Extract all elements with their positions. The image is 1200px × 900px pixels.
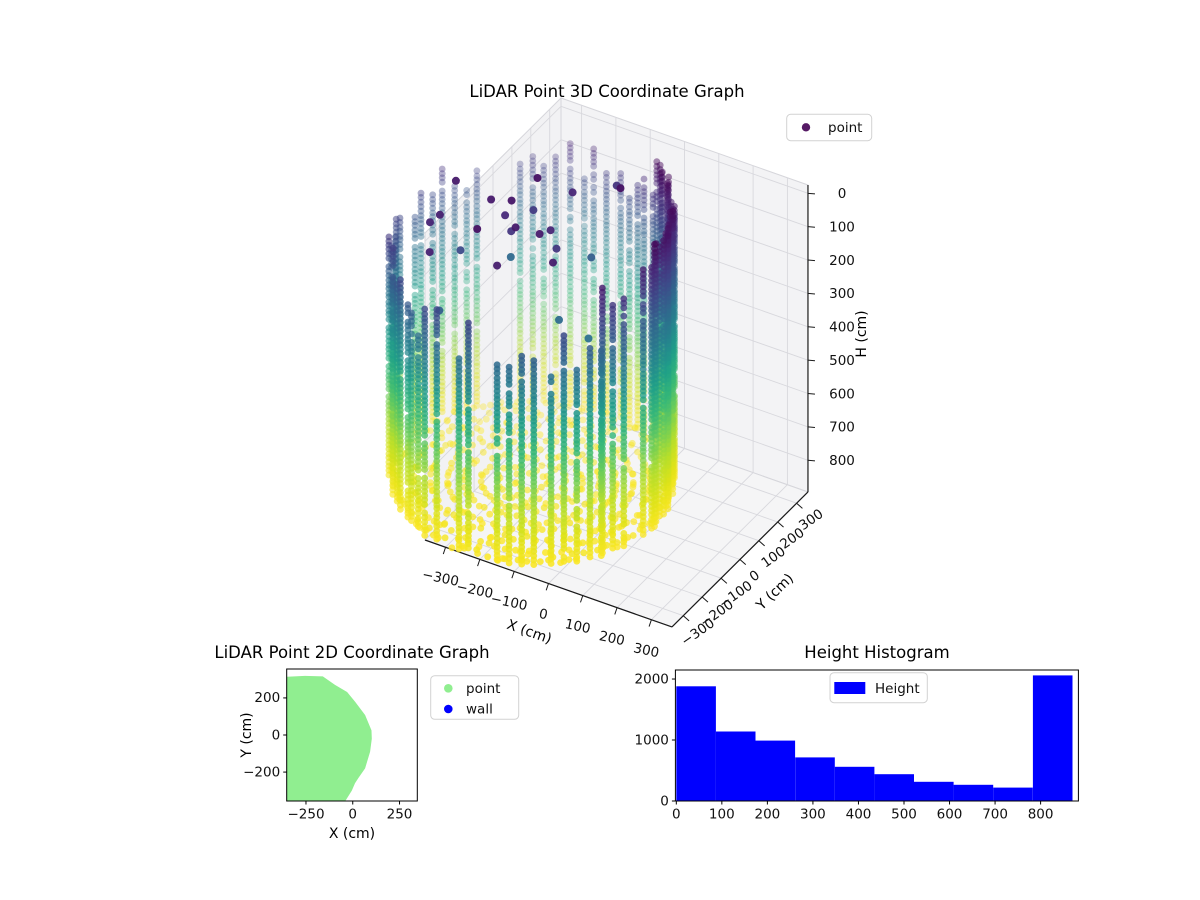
svg-text:400: 400 [846,807,872,823]
svg-text:200: 200 [829,253,855,269]
svg-text:0: 0 [838,186,847,202]
svg-text:−200: −200 [243,764,280,780]
plot2d-ylabel: Y (cm) [239,712,255,758]
svg-text:−250: −250 [287,807,324,823]
plot2d-legend-label-wall: wall [466,702,493,718]
svg-text:200: 200 [254,690,280,706]
svg-text:200: 200 [598,628,627,649]
histogram-legend: Height [829,672,928,704]
svg-text:800: 800 [1028,807,1054,823]
svg-text:500: 500 [829,353,855,369]
plot2d-title: LiDAR Point 2D Coordinate Graph [214,643,489,662]
histogram-title: Height Histogram [804,643,949,662]
svg-text:0: 0 [660,793,669,809]
svg-text:250: 250 [387,807,413,823]
svg-text:0: 0 [672,807,681,823]
plot2d-point-region [286,675,372,801]
svg-text:400: 400 [829,320,855,336]
svg-text:300: 300 [800,807,826,823]
histogram-legend-label: Height [875,681,920,697]
svg-text:600: 600 [937,807,963,823]
wall-marker-icon [444,704,453,714]
svg-text:100: 100 [829,220,855,236]
svg-text:700: 700 [829,420,855,436]
svg-text:2000: 2000 [635,671,669,687]
svg-text:100: 100 [709,807,735,823]
svg-text:100: 100 [563,616,592,637]
plot2d-legend-box [430,675,520,720]
svg-text:700: 700 [982,807,1008,823]
plot3d-legend: point [786,113,873,142]
svg-text:−200: −200 [455,579,495,602]
svg-text:500: 500 [891,807,917,823]
svg-text:300: 300 [829,286,855,302]
plot3d-legend-box [786,113,873,142]
point-marker-icon [444,684,453,693]
plot2d-axes: −250 0 250 200 0 −200 [243,668,418,823]
svg-text:−100: −100 [489,591,529,614]
plot3d-hlabel: H (cm) [854,310,870,357]
svg-text:−300: −300 [421,567,461,590]
svg-text:1000: 1000 [635,732,669,748]
histogram-bars [676,675,1073,801]
svg-text:300: 300 [632,640,661,661]
height-swatch-icon [834,682,866,694]
point-marker-icon [801,123,811,132]
plot3d-point-cloud [385,140,678,568]
plot2d-xlabel: X (cm) [329,826,375,842]
plot2d-legend-label-point: point [466,681,500,697]
plot3d-title: LiDAR Point 3D Coordinate Graph [469,82,744,101]
svg-text:0: 0 [537,606,549,623]
svg-text:600: 600 [829,386,855,402]
svg-text:0: 0 [272,727,281,743]
histogram-axes: 0 100 200 300 400 500 600 700 800 0 1000 2000 [635,669,1079,823]
svg-text:800: 800 [829,453,855,469]
plot2d-legend: point wall [430,675,520,720]
svg-text:200: 200 [755,807,781,823]
histogram-legend-box [829,672,928,704]
plot3d-legend-label: point [828,120,862,136]
svg-text:0: 0 [348,807,357,823]
